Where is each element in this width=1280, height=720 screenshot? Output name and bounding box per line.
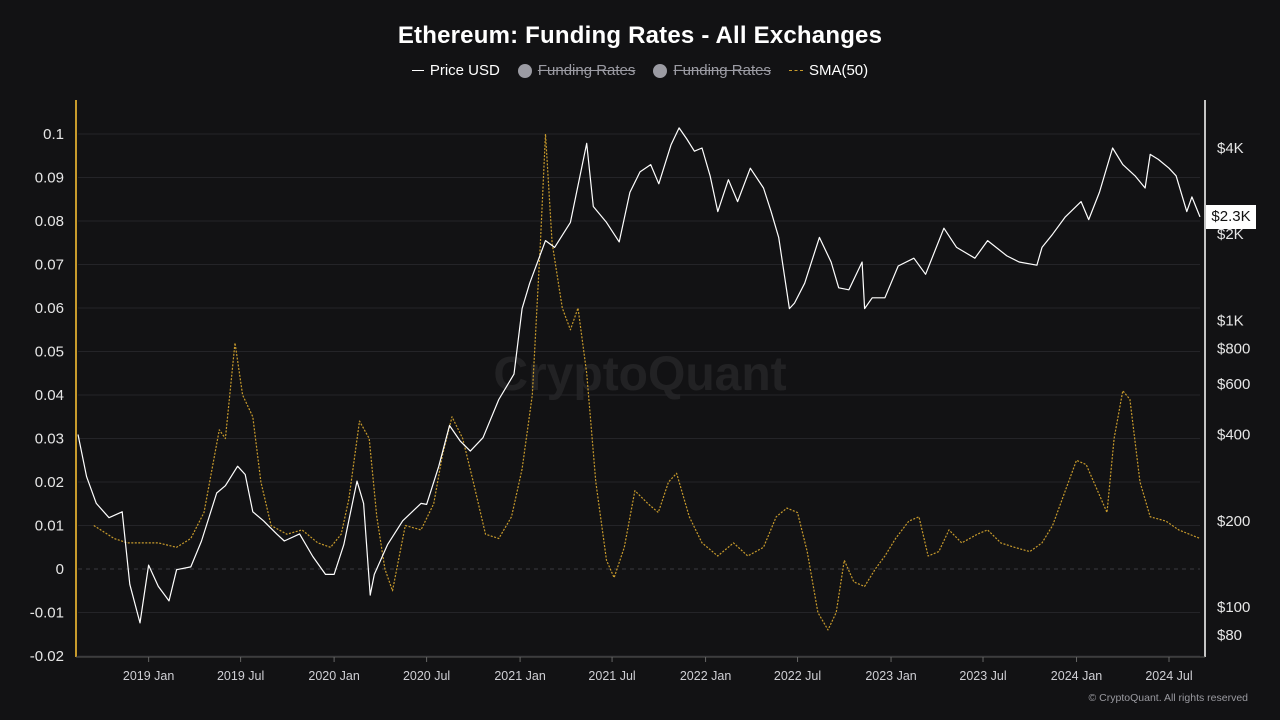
left-tick-label: 0	[56, 561, 64, 578]
right-tick-label: $200	[1217, 513, 1250, 530]
right-tick-label: $400	[1217, 427, 1250, 444]
legend-label-sma50: SMA(50)	[808, 62, 869, 79]
legend-item-price[interactable]: Price USD	[411, 62, 500, 79]
x-tick-label: 2023 Jan	[865, 669, 916, 683]
right-tick-label: $100	[1217, 599, 1250, 616]
sma50-line	[93, 133, 1201, 631]
x-tick-label: 2022 Jan	[680, 669, 731, 683]
left-tick-label: 0.03	[35, 431, 64, 448]
legend-item-funding-rates-2[interactable]: Funding Rates	[653, 62, 771, 79]
legend-item-funding-rates-1[interactable]: Funding Rates	[517, 62, 636, 79]
x-tick-label: 2019 Jul	[217, 669, 264, 683]
left-tick-label: 0.06	[35, 300, 64, 317]
right-axis-ticks: $4K $2K $1K $800 $600 $400 $200 $100 $80	[1217, 140, 1250, 644]
x-tick-label: 2021 Jan	[494, 669, 545, 683]
x-tick-label: 2019 Jan	[123, 669, 174, 683]
legend-item-sma50[interactable]: SMA(50)	[788, 62, 869, 79]
right-tick-label: $2K	[1217, 226, 1244, 243]
solid-line-icon	[411, 70, 424, 71]
chart-title: Ethereum: Funding Rates - All Exchanges	[397, 22, 883, 49]
watermark: CryptoQuant	[493, 348, 786, 401]
x-tick-label: 2022 Jul	[774, 669, 821, 683]
dashed-line-icon	[788, 70, 803, 71]
copyright-notice: © CryptoQuant. All rights reserved	[1088, 692, 1248, 704]
x-tick-label: 2024 Jan	[1051, 669, 1102, 683]
right-tick-label: $80	[1217, 627, 1242, 644]
grid	[78, 133, 1200, 657]
x-tick-label: 2024 Jul	[1145, 669, 1192, 683]
legend-label-funding-rates-2: Funding Rates	[673, 62, 771, 79]
x-tick-label: 2020 Jan	[308, 669, 359, 683]
right-tick-label: $1K	[1217, 312, 1244, 329]
left-tick-label: 0.1	[43, 126, 64, 143]
current-price-badge: $2.3K	[1206, 204, 1256, 229]
x-tick-label: 2021 Jul	[588, 669, 635, 683]
left-axis-ticks: 0.1 0.09 0.08 0.07 0.06 0.05 0.04 0.03 0.02 0.01 0…	[30, 126, 64, 665]
legend-label-price: Price USD	[429, 62, 500, 79]
series-price-usd	[77, 127, 1201, 624]
legend-label-funding-rates-1: Funding Rates	[537, 62, 636, 79]
x-tick-label: 2023 Jul	[959, 669, 1006, 683]
left-tick-label: 0.09	[35, 170, 64, 187]
x-axis-ticks: 2019 Jan 2019 Jul 2020 Jan 2020 Jul 2021 Jan…	[123, 657, 1193, 683]
left-tick-label: -0.02	[30, 648, 64, 665]
left-tick-label: 0.05	[35, 344, 64, 361]
axes	[75, 100, 1206, 658]
series-sma50	[93, 133, 1201, 631]
circle-dot-icon	[517, 63, 532, 78]
legend: Price USD Funding Rates Funding Rates SM…	[0, 62, 1280, 79]
x-tick-label: 2020 Jul	[403, 669, 450, 683]
left-tick-label: 0.01	[35, 518, 64, 535]
left-tick-label: 0.07	[35, 257, 64, 274]
left-tick-label: 0.02	[35, 474, 64, 491]
right-tick-label: $4K	[1217, 140, 1244, 157]
right-tick-label: $600	[1217, 376, 1250, 393]
right-tick-label: $800	[1217, 340, 1250, 357]
circle-dot-icon	[653, 63, 668, 78]
left-tick-label: 0.04	[35, 387, 64, 404]
price-usd-line	[77, 127, 1201, 624]
left-tick-label: -0.01	[30, 605, 64, 622]
left-tick-label: 0.08	[35, 213, 64, 230]
